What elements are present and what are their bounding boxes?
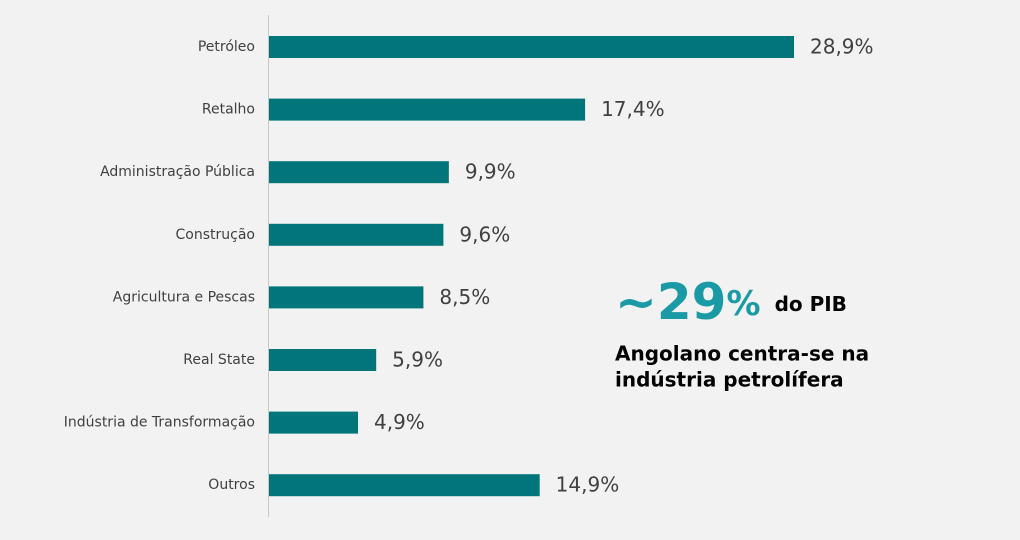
value-label: 28,9% [810,35,874,59]
category-label: Retalho [202,102,255,118]
value-label: 9,9% [465,160,516,184]
value-label: 9,6% [459,222,510,246]
value-label: 14,9% [556,473,620,497]
category-label: Indústria de Transformação [64,415,255,431]
annotation: ~29% do PIB [615,273,847,331]
category-label: Real State [183,352,255,368]
annotation-suffix: do PIB [775,292,847,316]
value-label: 8,5% [439,285,490,309]
bar [269,223,444,246]
category-label: Petróleo [198,39,255,55]
bar [269,349,377,371]
value-label: 17,4% [601,97,665,121]
category-label: Construção [176,227,255,243]
bar [269,98,586,121]
bar [269,161,449,184]
value-label: 4,9% [374,410,425,434]
value-label: 5,9% [392,348,443,372]
annotation-unit: % [726,284,760,324]
bar [269,286,424,309]
bar [269,411,359,434]
annotation-line: Angolano centra-se na [615,342,869,366]
category-label: Agricultura e Pescas [113,289,255,305]
annotation-number: ~29 [615,273,726,331]
bar [269,36,794,58]
annotation-line: indústria petrolífera [615,368,844,392]
category-label: Outros [208,477,255,493]
category-label: Administração Pública [100,164,255,180]
bar [269,474,540,497]
